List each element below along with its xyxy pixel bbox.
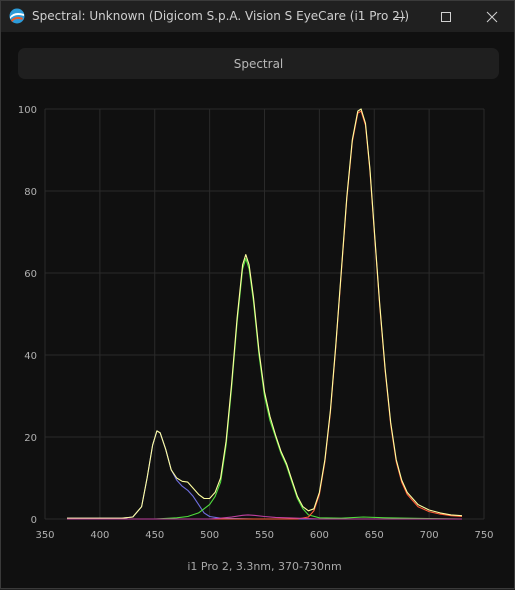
y-tick-label: 100 — [18, 105, 37, 116]
chart-series — [67, 108, 463, 520]
close-button[interactable] — [469, 1, 515, 32]
window-title: Spectral: Unknown (Digicom S.p.A. Vision… — [32, 9, 410, 23]
y-tick-label: 20 — [24, 433, 37, 444]
x-tick-label: 400 — [90, 530, 109, 541]
x-tick-label: 500 — [200, 530, 219, 541]
minimize-icon — [395, 16, 405, 18]
y-tick-label: 0 — [31, 515, 37, 526]
x-tick-label: 550 — [255, 530, 274, 541]
close-icon — [486, 11, 498, 22]
title-bar[interactable]: Spectral: Unknown (Digicom S.p.A. Vision… — [1, 1, 514, 32]
spectrum-curve-4 — [67, 514, 462, 520]
x-tick-label: 700 — [420, 530, 439, 541]
y-tick-label: 80 — [24, 187, 37, 198]
x-tick-label: 750 — [474, 530, 493, 541]
maximize-button[interactable] — [423, 1, 469, 32]
maximize-icon — [441, 11, 451, 22]
x-tick-label: 350 — [35, 530, 54, 541]
chart-grid — [44, 108, 485, 520]
y-tick-label: 40 — [24, 351, 37, 362]
spectral-mode-button[interactable]: Spectral — [18, 48, 499, 79]
y-tick-label: 60 — [24, 269, 37, 280]
x-tick-label: 450 — [145, 530, 164, 541]
x-tick-label: 600 — [310, 530, 329, 541]
x-axis-label: i1 Pro 2, 3.3nm, 370-730nm — [187, 560, 341, 573]
chart-axes: 350 400 450 500 550 600 650 700 750 0 20 40 60 80 100 — [18, 105, 494, 541]
spectrum-curve-3 — [67, 108, 463, 519]
minimize-button[interactable] — [377, 1, 423, 32]
spectral-app-icon — [9, 8, 25, 24]
x-tick-label: 650 — [365, 530, 384, 541]
